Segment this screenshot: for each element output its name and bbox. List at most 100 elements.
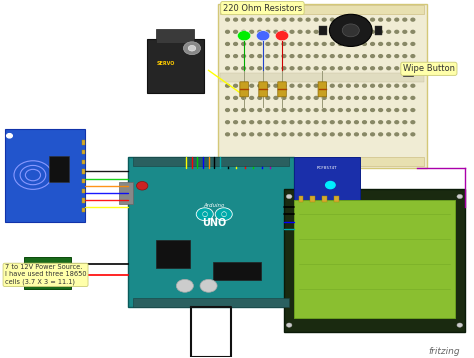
Circle shape — [226, 84, 229, 87]
Circle shape — [363, 55, 366, 58]
FancyBboxPatch shape — [310, 197, 315, 202]
Circle shape — [306, 30, 310, 33]
Circle shape — [387, 121, 391, 124]
FancyBboxPatch shape — [128, 157, 294, 307]
Circle shape — [338, 121, 342, 124]
Circle shape — [234, 121, 237, 124]
Circle shape — [290, 55, 294, 58]
Circle shape — [330, 121, 334, 124]
Circle shape — [338, 108, 342, 111]
Circle shape — [7, 134, 12, 138]
Circle shape — [314, 96, 318, 99]
Circle shape — [250, 96, 254, 99]
Circle shape — [258, 133, 262, 136]
Circle shape — [395, 121, 399, 124]
Circle shape — [274, 84, 278, 87]
FancyBboxPatch shape — [82, 189, 85, 193]
Circle shape — [41, 267, 58, 280]
Circle shape — [355, 96, 358, 99]
Circle shape — [298, 133, 302, 136]
Circle shape — [403, 18, 407, 21]
Text: fritzing: fritzing — [428, 347, 460, 355]
FancyBboxPatch shape — [220, 5, 424, 14]
Circle shape — [371, 67, 374, 70]
FancyBboxPatch shape — [82, 198, 85, 203]
Circle shape — [379, 67, 383, 70]
FancyBboxPatch shape — [118, 182, 133, 204]
Circle shape — [242, 55, 246, 58]
Circle shape — [355, 18, 358, 21]
Circle shape — [290, 30, 294, 33]
Circle shape — [242, 84, 246, 87]
Circle shape — [290, 84, 294, 87]
Circle shape — [330, 84, 334, 87]
Circle shape — [346, 30, 350, 33]
Circle shape — [371, 18, 374, 21]
Circle shape — [274, 121, 278, 124]
Circle shape — [330, 43, 334, 45]
Circle shape — [403, 121, 407, 124]
FancyBboxPatch shape — [220, 157, 424, 166]
Circle shape — [338, 67, 342, 70]
Text: Wipe Button: Wipe Button — [403, 64, 455, 73]
Circle shape — [274, 67, 278, 70]
Circle shape — [266, 43, 270, 45]
Circle shape — [395, 30, 399, 33]
Circle shape — [346, 43, 350, 45]
Circle shape — [387, 30, 391, 33]
Circle shape — [330, 96, 334, 99]
Circle shape — [314, 108, 318, 111]
Circle shape — [250, 84, 254, 87]
Circle shape — [363, 84, 366, 87]
Circle shape — [411, 43, 415, 45]
Circle shape — [274, 30, 278, 33]
Circle shape — [298, 43, 302, 45]
Circle shape — [306, 133, 310, 136]
Circle shape — [242, 121, 246, 124]
Circle shape — [282, 108, 286, 111]
Circle shape — [290, 67, 294, 70]
Circle shape — [306, 121, 310, 124]
Circle shape — [342, 24, 359, 37]
Circle shape — [242, 108, 246, 111]
Circle shape — [322, 67, 326, 70]
Circle shape — [298, 96, 302, 99]
Circle shape — [322, 96, 326, 99]
Circle shape — [314, 43, 318, 45]
Circle shape — [338, 84, 342, 87]
Circle shape — [330, 108, 334, 111]
Circle shape — [379, 55, 383, 58]
Circle shape — [346, 67, 350, 70]
Circle shape — [137, 182, 148, 190]
Circle shape — [266, 84, 270, 87]
Circle shape — [226, 96, 229, 99]
Circle shape — [403, 108, 407, 111]
Circle shape — [282, 43, 286, 45]
Circle shape — [274, 43, 278, 45]
Circle shape — [395, 84, 399, 87]
Text: ○: ○ — [221, 211, 227, 217]
Circle shape — [346, 108, 350, 111]
Circle shape — [298, 108, 302, 111]
Circle shape — [290, 43, 294, 45]
Circle shape — [258, 121, 262, 124]
Circle shape — [234, 108, 237, 111]
Circle shape — [363, 30, 366, 33]
Circle shape — [395, 96, 399, 99]
Circle shape — [338, 30, 342, 33]
Circle shape — [234, 55, 237, 58]
Circle shape — [403, 133, 407, 136]
FancyBboxPatch shape — [334, 197, 339, 202]
Circle shape — [314, 67, 318, 70]
Circle shape — [188, 45, 196, 51]
FancyBboxPatch shape — [294, 157, 360, 200]
Circle shape — [395, 67, 399, 70]
Circle shape — [282, 121, 286, 124]
Circle shape — [298, 55, 302, 58]
FancyBboxPatch shape — [322, 197, 327, 202]
Circle shape — [395, 43, 399, 45]
Circle shape — [403, 30, 407, 33]
Circle shape — [250, 108, 254, 111]
Circle shape — [395, 18, 399, 21]
Circle shape — [234, 96, 237, 99]
